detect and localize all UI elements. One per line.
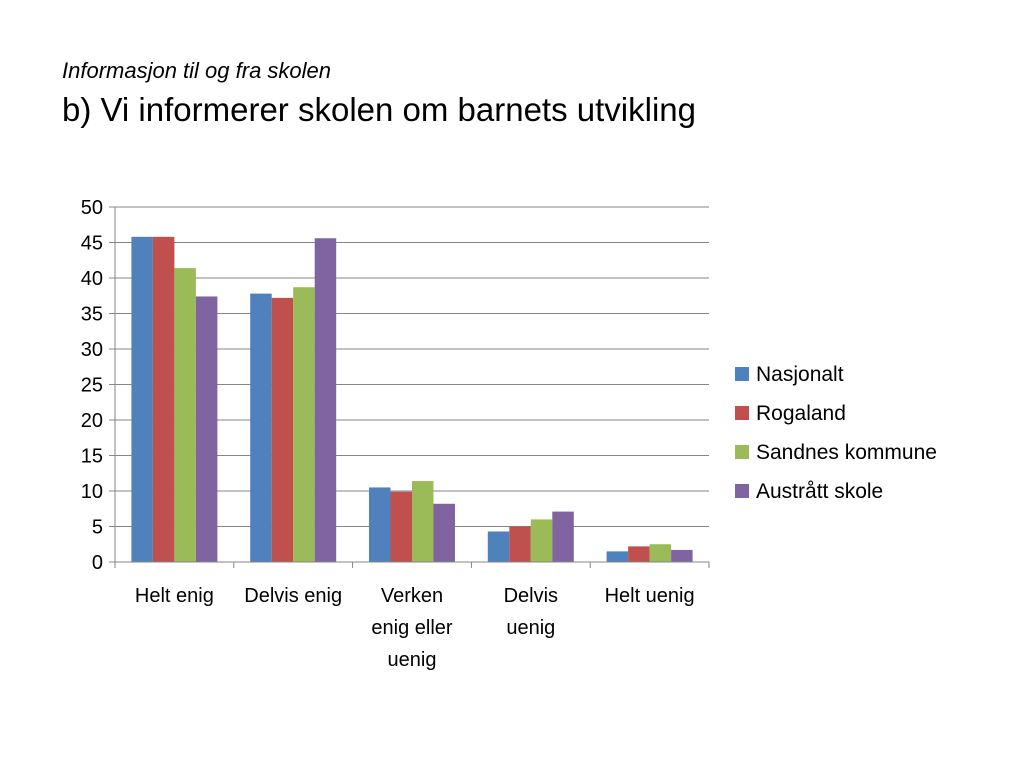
- bar-sandnes-kommune: [412, 481, 434, 562]
- y-tick-label: 40: [81, 268, 103, 290]
- y-axis-ticks: 0 5 10 15 20 25 30 35 40 45 50: [81, 197, 103, 574]
- slide-subtitle: Informasjon til og fra skolen: [62, 58, 332, 83]
- legend-swatch: [735, 367, 749, 381]
- bar-rogaland: [509, 526, 531, 562]
- y-tick-label: 5: [92, 517, 103, 539]
- slide-title: b) Vi informerer skolen om barnets utvik…: [62, 91, 696, 128]
- bar-nasjonalt: [487, 531, 510, 562]
- bar-nasjonalt: [606, 551, 629, 562]
- x-category-label: Delvis: [504, 585, 558, 607]
- legend-swatch: [735, 484, 749, 498]
- bar-austr-tt-skole: [671, 549, 693, 562]
- legend-swatch: [735, 406, 749, 420]
- x-category-label: enig eller: [371, 617, 453, 639]
- bar-austr-tt-skole: [433, 503, 455, 562]
- bar-rogaland: [152, 236, 175, 562]
- bar-nasjonalt: [131, 236, 153, 562]
- bar-austr-tt-skole: [314, 238, 337, 563]
- y-tick-label: 0: [92, 552, 103, 574]
- legend-label: Nasjonalt: [756, 363, 844, 386]
- bar-austr-tt-skole: [195, 296, 218, 562]
- x-category-label: uenig: [506, 617, 555, 639]
- bar-sandnes-kommune: [649, 544, 672, 562]
- x-axis-categories: Helt enig Delvis enig Verken enig eller ueni…: [135, 585, 695, 671]
- legend-label: Rogaland: [756, 402, 846, 425]
- x-category-label: Delvis enig: [244, 585, 342, 607]
- y-tick-label: 35: [81, 304, 103, 326]
- bar-rogaland: [628, 546, 650, 562]
- bar-sandnes-kommune: [530, 519, 553, 562]
- bar-sandnes-kommune: [174, 268, 196, 562]
- y-tick-label: 20: [81, 410, 103, 432]
- x-category-label: Verken: [381, 585, 443, 607]
- x-category-label: uenig: [388, 649, 437, 671]
- legend-label: Sandnes kommune: [756, 441, 937, 464]
- x-category-label: Helt enig: [135, 585, 214, 607]
- bar-rogaland: [271, 297, 294, 562]
- y-tick-label: 30: [81, 339, 103, 361]
- axes: [109, 206, 710, 568]
- y-tick-label: 25: [81, 375, 103, 397]
- y-tick-label: 10: [81, 481, 103, 503]
- bar-austr-tt-skole: [552, 511, 574, 562]
- bar-rogaland: [390, 491, 412, 562]
- y-tick-label: 50: [81, 197, 103, 219]
- legend-swatch: [735, 445, 749, 459]
- legend: Nasjonalt Rogaland Sandnes kommune Austrått…: [735, 363, 937, 503]
- bars: [131, 236, 693, 563]
- bar-sandnes-kommune: [293, 287, 315, 562]
- bar-nasjonalt: [369, 487, 391, 562]
- bar-nasjonalt: [250, 293, 272, 562]
- y-tick-label: 45: [81, 233, 103, 255]
- legend-label: Austrått skole: [756, 480, 883, 503]
- y-tick-label: 15: [81, 446, 103, 468]
- x-category-label: Helt uenig: [605, 585, 695, 607]
